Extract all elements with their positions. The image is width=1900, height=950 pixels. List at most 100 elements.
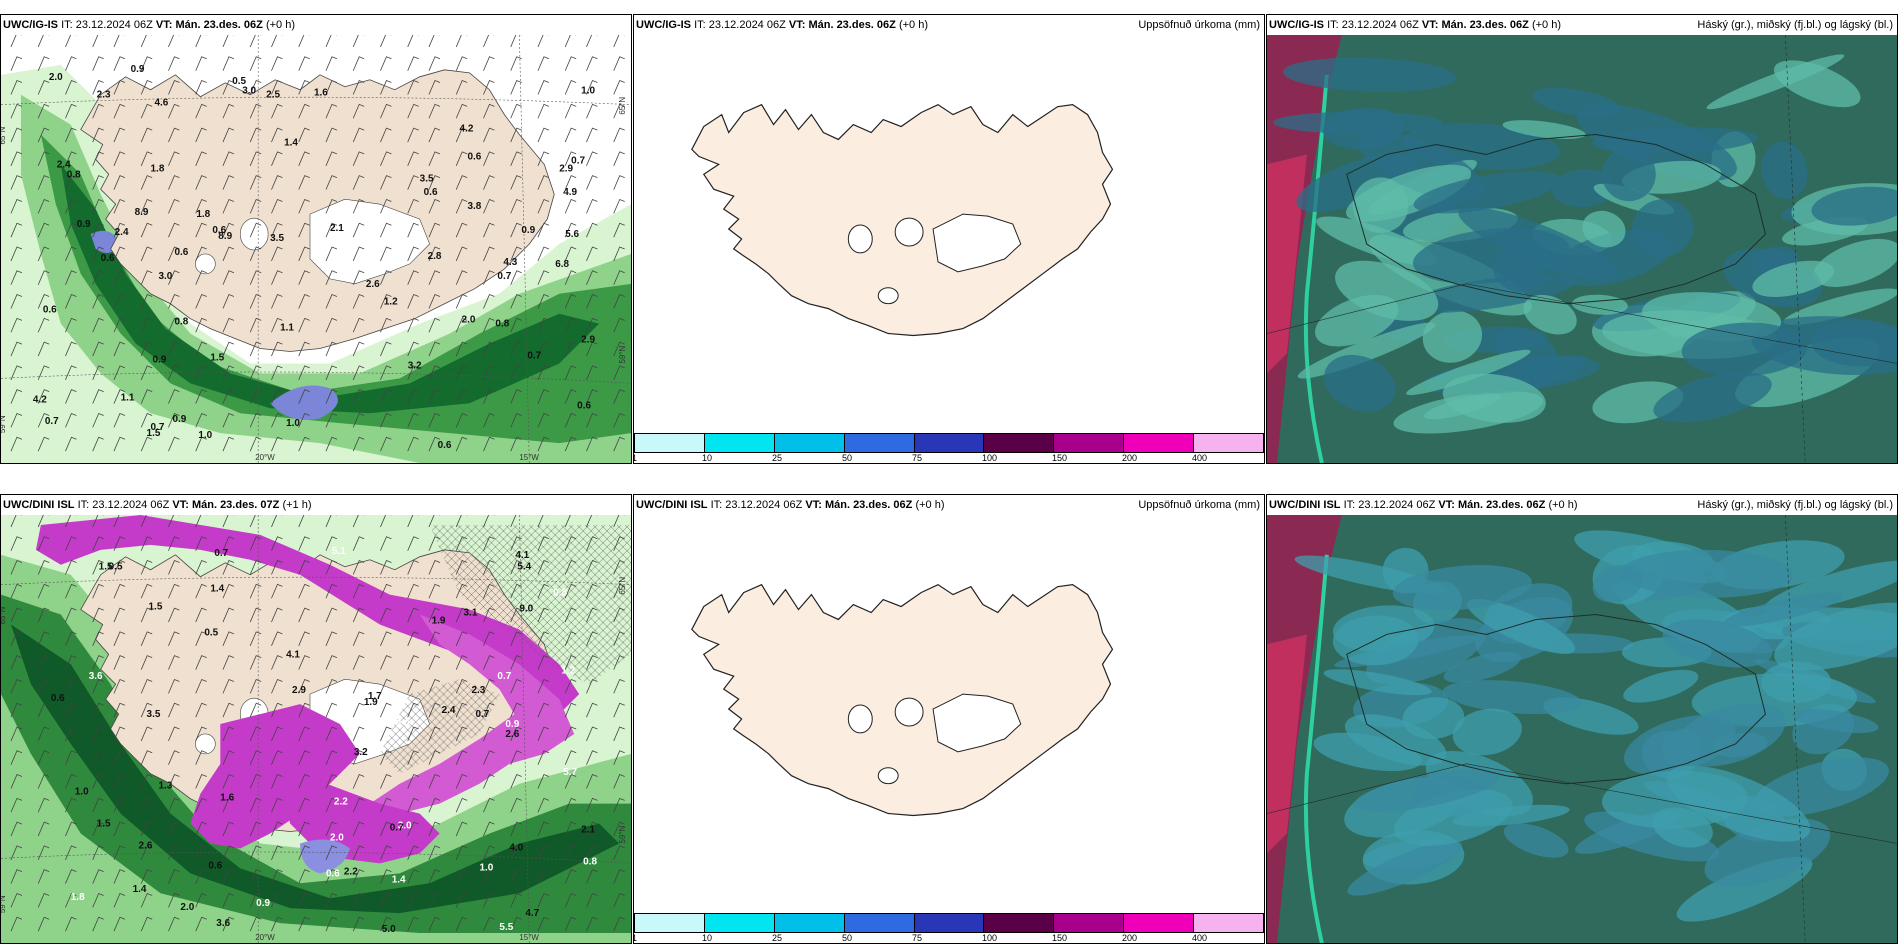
precip-value-label: 9.0: [519, 604, 533, 615]
colorbar-tick-label: 10: [701, 933, 712, 943]
graticule: [1267, 763, 1897, 844]
wind-barbs: [10, 35, 625, 452]
precip-value-label: 0.6: [174, 247, 188, 258]
cloud-patch: [1623, 669, 1699, 703]
precip-value-label: 3.2: [354, 747, 368, 758]
precip-value-label: 1.8: [196, 209, 210, 220]
precip-value-label: 4.2: [460, 124, 474, 135]
precip-value-label: 1.5: [210, 352, 224, 363]
precip-value-label: 0.9: [153, 354, 167, 365]
precip-value-label: 5.1: [332, 546, 346, 557]
precip-value-label: 1.9: [432, 615, 446, 626]
cloud-patch: [1774, 602, 1897, 671]
colorbar-swatch: [984, 434, 1055, 452]
cloud-patch: [1631, 199, 1694, 258]
cloud-patch: [1406, 349, 1531, 396]
colorbar-tick-label: 25: [771, 453, 782, 463]
precip-value-label: 1.0: [198, 430, 212, 441]
cloud-patch: [1666, 765, 1811, 842]
glacier: [932, 693, 1022, 753]
valid-time: Mán. 23.des. 06Z: [175, 19, 263, 31]
precip-value-label: 2.9: [292, 685, 306, 696]
map-panel-dini-clouds[interactable]: UWC/DINI ISL IT: 23.12.2024 06Z VT: Mán.…: [1266, 494, 1898, 944]
accum-precip-map[interactable]: [634, 515, 1264, 913]
precip-value-label: 2.0: [330, 832, 344, 843]
glacier: [239, 217, 269, 251]
cloud-patch: [1313, 732, 1422, 772]
precip-value-label: 1.8: [151, 163, 165, 174]
cloud-cover-map[interactable]: [1267, 35, 1897, 463]
cloud-patch: [1442, 680, 1582, 715]
precip-value-label: 2.2: [334, 797, 348, 808]
precip-value-label: 3.0: [398, 821, 412, 832]
graticule: [1, 851, 631, 864]
cloud-patch: [1316, 216, 1438, 266]
precip-value-label: 2.4: [115, 227, 129, 238]
wind-precip-map[interactable]: 65°N 59°N 65°N 59°N 20°W 15°W 1.5 1.8 1.9 1.5 1.4 4…: [1, 515, 631, 943]
precip-value-label: 3.2: [408, 360, 422, 371]
valid-time: Mán. 23.des. 07Z: [191, 499, 280, 511]
map-panel-ig-is-clouds[interactable]: UWC/IG-IS IT: 23.12.2024 06Z VT: Mán. 23…: [1266, 14, 1898, 464]
precip-value-label: 4.6: [155, 98, 169, 109]
precip-value-label: 0.7: [214, 548, 228, 559]
cloud-cover-map[interactable]: [1267, 515, 1897, 943]
valid-time: Mán. 23.des. 06Z: [808, 19, 896, 31]
field-title: Uppsöfnuð úrkoma (mm): [1138, 499, 1260, 511]
colorbar-swatch: [914, 434, 985, 452]
init-time: 23.12.2024 06Z: [92, 499, 170, 511]
colorbar-swatch: [704, 914, 775, 932]
axis-label: 65°N: [1, 606, 7, 624]
cloud-patch: [1324, 354, 1396, 412]
lead-time: (+0 h): [1548, 499, 1578, 511]
cloud-patch: [1296, 152, 1420, 212]
precip-value-label: 0.7: [45, 416, 59, 427]
accum-precip-map[interactable]: [634, 35, 1264, 433]
axis-label: 65°N: [618, 577, 627, 595]
precip-value-label: 1.4: [392, 874, 406, 885]
precip-value-label: 0.9: [172, 414, 186, 425]
map-panel-ig-is-wind-precip[interactable]: UWC/IG-IS IT: 23.12.2024 06Z VT: Mán. 23…: [0, 14, 632, 464]
precip-value-label: 0.5: [204, 627, 218, 638]
precip-value-label: 0.6: [326, 868, 340, 879]
precip-value-label: 1.5: [97, 819, 111, 830]
precip-value-label: 0.9: [505, 719, 519, 730]
colorbar-tick-label: 1: [634, 453, 637, 463]
cloud-patch: [1791, 709, 1879, 734]
precip-value-label: 3.5: [420, 173, 434, 184]
graticule: [1, 576, 631, 585]
precip-value-label: 0.7: [497, 271, 511, 282]
precip-value-label: 0.6: [51, 693, 65, 704]
precip-value-label: 1.4: [284, 137, 298, 148]
map-panel-dini-accum-precip[interactable]: UWC/DINI ISL IT: 23.12.2024 06Z VT: Mán.…: [633, 494, 1265, 944]
cloud-patch: [1711, 732, 1768, 758]
glacier: [877, 767, 899, 785]
colorbar-swatch: [1194, 914, 1264, 932]
colorbar-tick-label: 100: [982, 453, 998, 463]
colorbar-swatch: [1194, 434, 1264, 452]
cloud-patch: [1813, 238, 1897, 287]
precip-value-label: 5.7: [563, 767, 577, 778]
precip-value-label: 0.6: [468, 151, 482, 162]
colorbar-swatch: [774, 434, 845, 452]
cloud-patch: [1467, 598, 1576, 654]
precip-value-label: 4.7: [525, 908, 539, 919]
front-line: [1303, 74, 1329, 463]
precip-value-label: 2.1: [581, 825, 595, 836]
precip-value-label: 1.2: [561, 665, 575, 676]
colorbar-swatch: [914, 914, 985, 932]
field-title: Háský (gr.), miðský (fj.bl.) og lágský (…: [1697, 499, 1893, 511]
cloud-patch: [1443, 651, 1521, 683]
precip-value-label: 0.6: [424, 187, 438, 198]
glacier: [894, 697, 924, 727]
map-panel-dini-wind-precip[interactable]: UWC/DINI ISL IT: 23.12.2024 06Z VT: Mán.…: [0, 494, 632, 944]
map-panel-ig-is-accum-precip[interactable]: UWC/IG-IS IT: 23.12.2024 06Z VT: Mán. 23…: [633, 14, 1265, 464]
precip-value-label: 2.9: [559, 163, 573, 174]
cloud-patch: [1761, 141, 1808, 200]
precip-value-label: 6.8: [555, 259, 569, 270]
iceland-coastline: [1346, 614, 1766, 785]
model-name: UWC/IG-IS: [1269, 19, 1324, 31]
wind-precip-map[interactable]: 65°N 59°N 65°N 59°N 20°W 15°W 0.6 0.7 0.8 1.1 0.8 0…: [1, 35, 631, 463]
precip-value-label: 2.0: [462, 315, 476, 326]
colorbar-tick-label: 100: [982, 933, 998, 943]
cloud-patch: [1706, 54, 1845, 110]
